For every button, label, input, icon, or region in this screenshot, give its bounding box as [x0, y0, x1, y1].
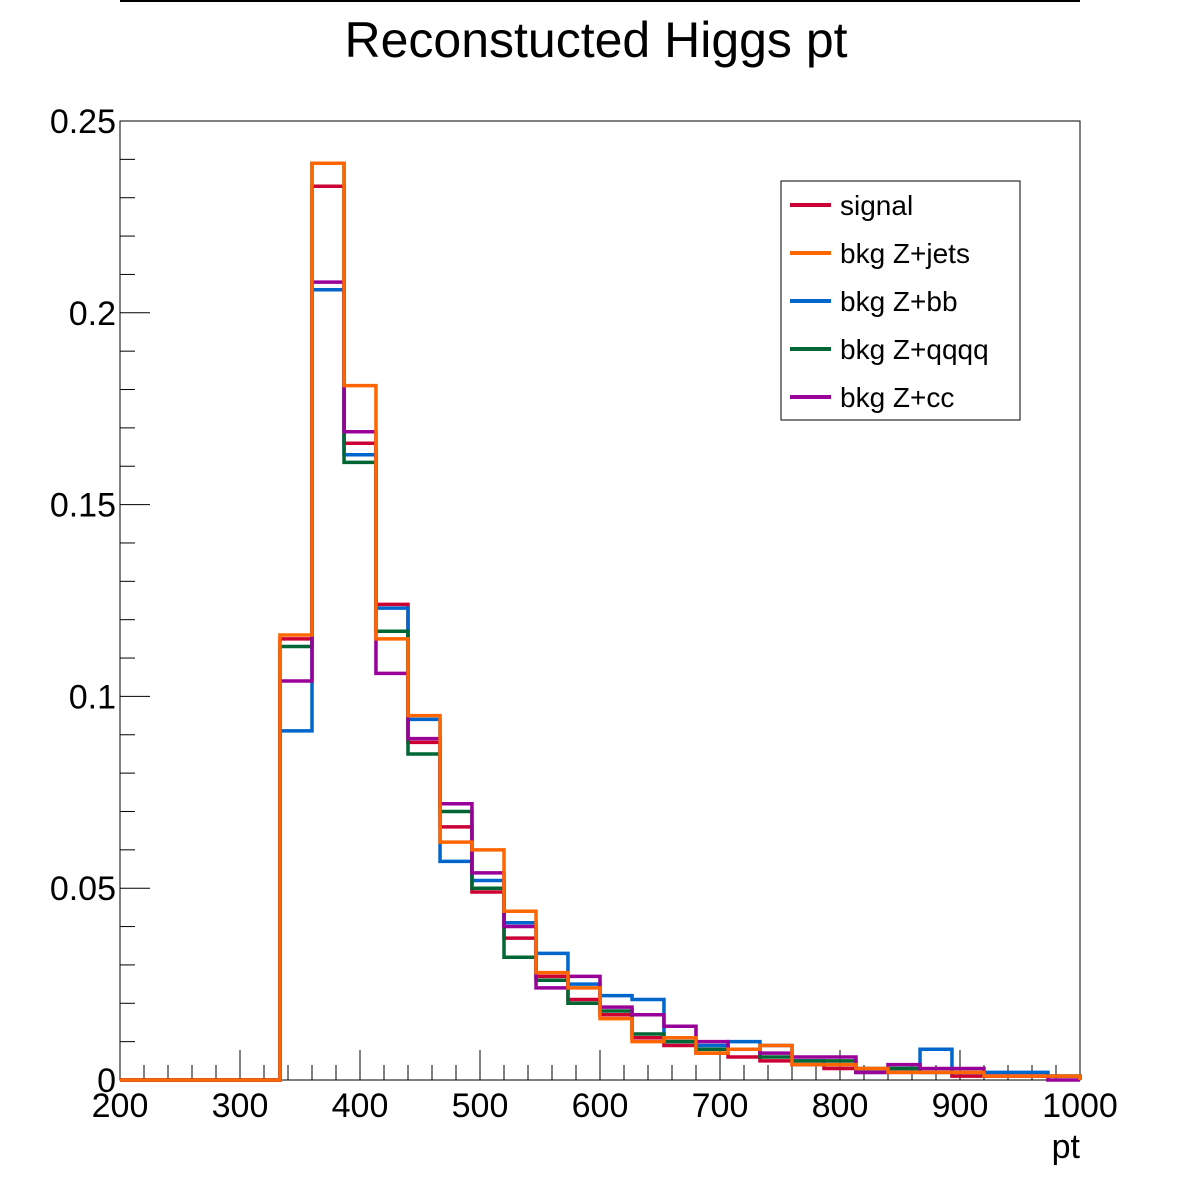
legend-label-bkg-z-jets: bkg Z+jets — [840, 238, 970, 269]
x-tick-label: 200 — [92, 1087, 149, 1125]
series-line-bkg-z-jets — [120, 161, 1082, 1082]
x-tick-label: 1000 — [1042, 1087, 1118, 1125]
x-tick-label: 400 — [332, 1087, 389, 1125]
y-tick-label: 0.25 — [50, 103, 116, 141]
chart-title: Reconstucted Higgs pt — [344, 12, 847, 68]
legend-label-bkg-z-qqqq: bkg Z+qqqq — [840, 334, 989, 365]
x-tick-label: 300 — [212, 1087, 269, 1125]
y-tick-label: 0 — [97, 1062, 116, 1100]
y-axis: 0 0.05 0.1 0.15 0.2 0.25 — [50, 103, 150, 1100]
x-axis-title: pt — [1052, 1128, 1081, 1166]
legend-label-signal: signal — [840, 190, 913, 221]
y-tick-label: 0.1 — [69, 678, 116, 716]
legend-label-bkg-z-bb: bkg Z+bb — [840, 286, 958, 317]
x-tick-label: 700 — [692, 1087, 749, 1125]
x-tick-label: 800 — [812, 1087, 869, 1125]
x-tick-label: 500 — [452, 1087, 509, 1125]
legend-label-bkg-z-cc: bkg Z+cc — [840, 382, 954, 413]
x-tick-label: 900 — [932, 1087, 989, 1125]
x-axis: 200 300 400 500 600 700 800 900 1000 — [92, 1050, 1118, 1125]
x-tick-label: 600 — [572, 1087, 629, 1125]
y-tick-label: 0.05 — [50, 870, 116, 908]
series-layer — [120, 161, 1082, 1082]
y-tick-label: 0.2 — [69, 295, 116, 333]
y-tick-label: 0.15 — [50, 487, 116, 525]
plot-area: 200 300 400 500 600 700 800 900 1000 0 0.05 0.1 0.1… — [50, 103, 1118, 1125]
legend: signal bkg Z+jets bkg Z+bb bkg Z+qqqq bkg Z+… — [780, 180, 1021, 421]
